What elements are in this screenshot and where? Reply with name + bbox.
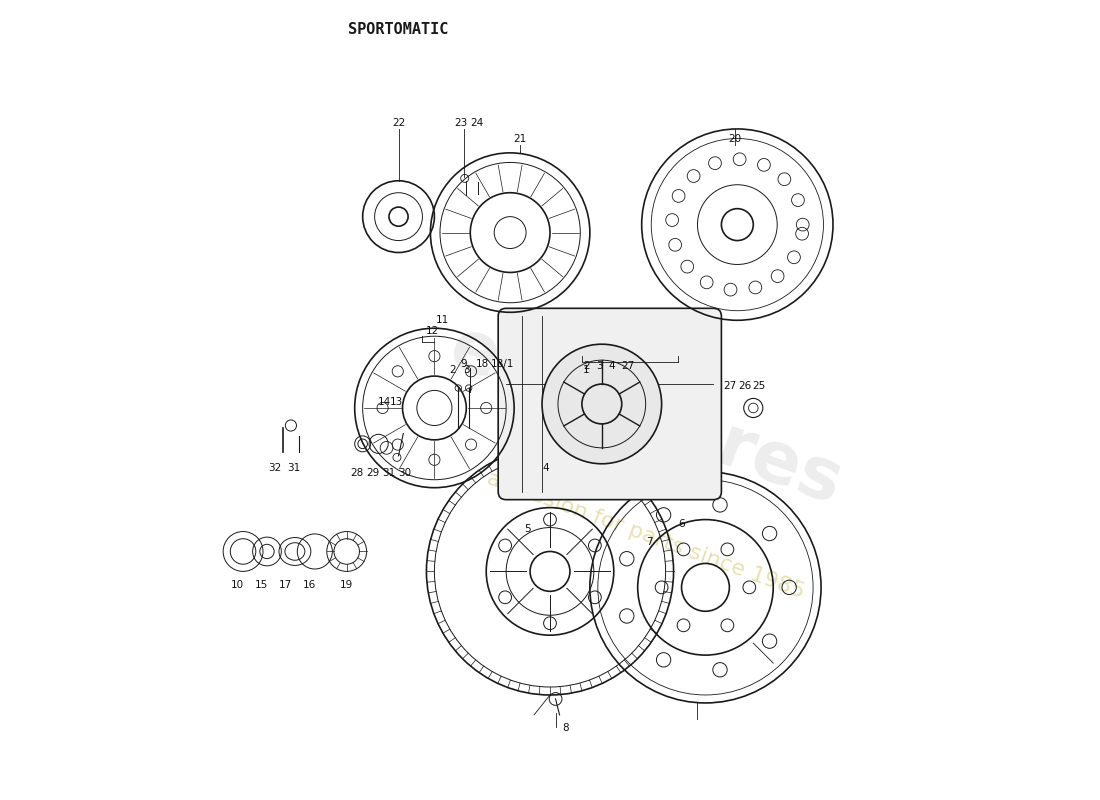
Text: 7: 7: [647, 537, 653, 547]
Text: 31: 31: [287, 462, 300, 473]
Text: 18/1: 18/1: [491, 359, 514, 369]
Text: 30: 30: [398, 468, 411, 478]
Text: 18: 18: [475, 359, 488, 369]
Text: 8: 8: [562, 723, 570, 734]
Text: 3: 3: [463, 365, 470, 374]
Text: 31: 31: [383, 468, 396, 478]
Text: 6: 6: [679, 518, 685, 529]
Text: 2: 2: [583, 361, 590, 370]
Text: 1: 1: [583, 365, 590, 374]
Text: 29: 29: [366, 468, 379, 478]
Text: 19: 19: [340, 580, 353, 590]
Text: 5: 5: [525, 524, 531, 534]
Text: SPORTOMATIC: SPORTOMATIC: [349, 22, 449, 37]
Text: 32: 32: [268, 462, 282, 473]
FancyBboxPatch shape: [498, 308, 722, 500]
Text: 14: 14: [377, 397, 390, 406]
Text: 25: 25: [752, 381, 766, 390]
Text: 24: 24: [470, 118, 483, 127]
Text: 17: 17: [278, 580, 292, 590]
Text: 10: 10: [231, 580, 244, 590]
Text: 21: 21: [513, 134, 526, 143]
Text: 15: 15: [255, 580, 268, 590]
Text: 27: 27: [621, 361, 635, 370]
Text: 28: 28: [351, 468, 364, 478]
Text: 2: 2: [450, 365, 456, 374]
Text: 22: 22: [392, 118, 405, 127]
Text: 3: 3: [596, 361, 603, 370]
Text: 4: 4: [609, 361, 616, 370]
Text: euroPares: euroPares: [440, 313, 851, 519]
Text: 13: 13: [390, 397, 404, 406]
Text: 11: 11: [436, 315, 449, 326]
Text: 9: 9: [461, 359, 468, 369]
Circle shape: [542, 344, 661, 464]
Text: 20: 20: [728, 134, 741, 143]
Text: 4: 4: [542, 462, 549, 473]
Text: 27: 27: [723, 381, 736, 390]
Text: 16: 16: [302, 580, 316, 590]
Text: 26: 26: [739, 381, 752, 390]
Text: 12: 12: [426, 326, 439, 337]
Text: a passion for parts since 1985: a passion for parts since 1985: [484, 469, 807, 602]
Text: 23: 23: [454, 118, 467, 127]
